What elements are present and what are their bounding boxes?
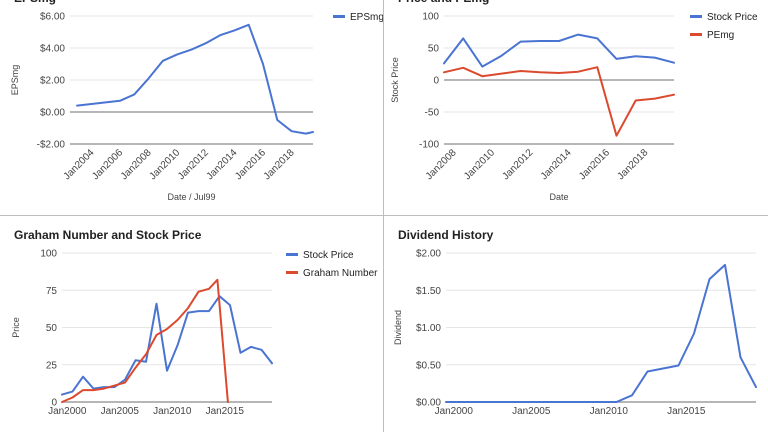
y-tick-label: 75 xyxy=(46,286,58,297)
y-tick-label: 25 xyxy=(46,360,58,371)
y-tick-label: $6.00 xyxy=(40,12,65,23)
y-tick-label: $2.00 xyxy=(416,249,441,260)
x-tick-label: Jan2005 xyxy=(512,406,551,417)
x-tick-label: Jan2018 xyxy=(615,147,650,182)
legend-swatch xyxy=(286,253,298,256)
x-tick-label: Jan2010 xyxy=(462,147,497,182)
x-tick-label: Jan2014 xyxy=(539,147,574,182)
x-tick-label: Jan2012 xyxy=(500,147,535,182)
x-tick-label: Jan2016 xyxy=(577,147,612,182)
y-tick-label: -100 xyxy=(419,140,439,151)
price-pe-chart: Price and PEmg-100-50050100Jan2008Jan201… xyxy=(390,0,758,202)
x-tick-label: Jan2010 xyxy=(153,406,192,417)
chart-title: EPSmg xyxy=(14,0,56,5)
x-tick-label: Jan2018 xyxy=(262,147,297,182)
graham-chart: Graham Number and Stock Price 0 25 50 75 100 J… xyxy=(11,228,378,417)
series-line-pemg xyxy=(443,66,675,137)
legend-label: Stock Price xyxy=(707,12,758,23)
x-axis-label: Date / Jul99 xyxy=(167,192,215,202)
legend-swatch xyxy=(286,271,298,274)
chart-title: Price and PEmg xyxy=(398,0,489,5)
x-tick-label: Jan2008 xyxy=(424,147,459,182)
x-tick-label: Jan2015 xyxy=(667,406,706,417)
y-tick-label: 50 xyxy=(428,44,440,55)
legend-swatch xyxy=(333,15,345,18)
x-tick-label: Jan2000 xyxy=(435,406,474,417)
y-axis-label: Price xyxy=(11,317,21,338)
series-line-stock-price xyxy=(61,295,273,396)
panel-divider-vertical xyxy=(383,0,384,432)
legend-label: EPSmg xyxy=(350,12,383,23)
y-tick-label: $0.00 xyxy=(40,108,65,119)
y-tick-label: 100 xyxy=(40,249,57,260)
panel-divider-horizontal xyxy=(0,215,768,216)
y-tick-label: $0.50 xyxy=(416,360,441,371)
series-line-dividend xyxy=(445,263,757,403)
y-tick-label: 0 xyxy=(51,398,57,409)
x-axis-label: Date xyxy=(549,192,568,202)
y-tick-label: 100 xyxy=(422,12,439,23)
y-tick-label: -50 xyxy=(425,108,440,119)
eps-chart: EPSmg-$2.00$0.00$2.00$4.00$6.00Jan2004Ja… xyxy=(10,0,383,202)
chart-title: Graham Number and Stock Price xyxy=(14,228,202,242)
legend-label: PEmg xyxy=(707,30,734,41)
legend-label: Graham Number xyxy=(303,268,378,279)
y-tick-label: 0 xyxy=(433,76,439,87)
y-tick-label: $1.00 xyxy=(416,323,441,334)
x-tick-label: Jan2005 xyxy=(101,406,140,417)
y-tick-label: -$2.00 xyxy=(37,140,66,151)
series-line-stock-price xyxy=(443,33,675,68)
legend-swatch xyxy=(690,15,702,18)
y-tick-label: $4.00 xyxy=(40,44,65,55)
dividend-chart: Dividend History $0.00 $0.50 $1.00 $1.50 $2.0… xyxy=(393,228,757,417)
series-line-epsmg xyxy=(76,23,314,135)
y-axis-label: Dividend xyxy=(393,310,403,345)
y-tick-label: $2.00 xyxy=(40,76,65,87)
y-axis-label: EPSmg xyxy=(10,65,20,96)
series-line-graham-number xyxy=(61,278,229,403)
x-tick-label: Jan2000 xyxy=(48,406,87,417)
y-tick-label: $0.00 xyxy=(416,398,441,409)
y-axis-label: Stock Price xyxy=(390,57,400,103)
y-tick-label: 50 xyxy=(46,323,58,334)
x-tick-label: Jan2010 xyxy=(590,406,629,417)
legend-label: Stock Price xyxy=(303,250,354,261)
y-tick-label: $1.50 xyxy=(416,286,441,297)
legend-swatch xyxy=(690,33,702,36)
chart-title: Dividend History xyxy=(398,228,494,242)
x-tick-label: Jan2015 xyxy=(206,406,245,417)
